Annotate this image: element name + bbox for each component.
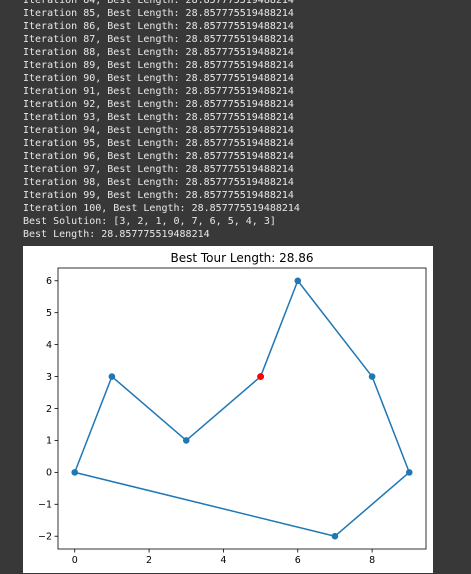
log-line: Iteration 88, Best Length: 28.8577755194… [23,47,294,58]
tour-point [294,277,302,285]
chart-title: Best Tour Length: 28.86 [171,251,314,265]
y-tick-label: 5 [46,308,52,319]
y-tick-label: 6 [46,276,52,287]
log-line: Best Length: 28.857775519488214 [23,229,210,240]
y-tick-label: −1 [38,500,52,511]
log-line: Iteration 100, Best Length: 28.857775519… [23,203,300,214]
log-line: Best Solution: [3, 2, 1, 0, 7, 6, 5, 4, … [23,216,276,227]
y-tick-label: 4 [46,340,52,351]
log-line: Iteration 98, Best Length: 28.8577755194… [23,177,294,188]
tour-point [368,373,376,380]
log-line: Iteration 93, Best Length: 28.8577755194… [23,112,294,123]
tour-point [182,437,190,444]
tour-point [71,469,79,476]
console-log: Iteration 84, Best Length: 28.8577755194… [23,0,300,241]
plot-frame [57,267,427,550]
log-line: Iteration 96, Best Length: 28.8577755194… [23,151,294,162]
tour-point [108,373,116,380]
log-line: Iteration 94, Best Length: 28.8577755194… [23,125,294,136]
log-line: Iteration 89, Best Length: 28.8577755194… [23,60,294,71]
y-tick-label: 1 [46,436,52,447]
log-line: Iteration 99, Best Length: 28.8577755194… [23,190,294,201]
tour-point [331,532,339,540]
tour-point [405,469,413,476]
tour-line [73,280,411,537]
x-tick-label: 2 [146,555,152,566]
start-point [257,373,264,380]
log-line: Iteration 95, Best Length: 28.8577755194… [23,138,294,149]
log-line: Iteration 91, Best Length: 28.8577755194… [23,86,294,97]
log-line: Iteration 87, Best Length: 28.8577755194… [23,34,294,45]
log-line: Iteration 84, Best Length: 28.8577755194… [23,0,294,6]
y-tick-label: 3 [46,372,52,383]
log-line: Iteration 90, Best Length: 28.8577755194… [23,73,294,84]
log-line: Iteration 92, Best Length: 28.8577755194… [23,99,294,110]
x-tick-label: 0 [72,555,78,566]
y-tick-label: −2 [38,532,52,543]
log-line: Iteration 85, Best Length: 28.8577755194… [23,8,294,19]
x-tick-label: 8 [369,555,375,566]
y-tick-label: 2 [46,404,52,415]
y-tick-label: 0 [46,468,52,479]
tour-plot: Best Tour Length: 28.86 0 2 4 6 8 −2 −1 0 1 2 3 4 5 6 [38,251,427,566]
x-tick-label: 6 [295,555,301,566]
x-tick-label: 4 [220,555,226,566]
chart-figure: Best Tour Length: 28.86 0 2 4 6 8 −2 −1 0 1 2 3 4 5 6 [23,246,433,573]
log-line: Iteration 97, Best Length: 28.8577755194… [23,164,294,175]
log-line: Iteration 86, Best Length: 28.8577755194… [23,21,294,32]
